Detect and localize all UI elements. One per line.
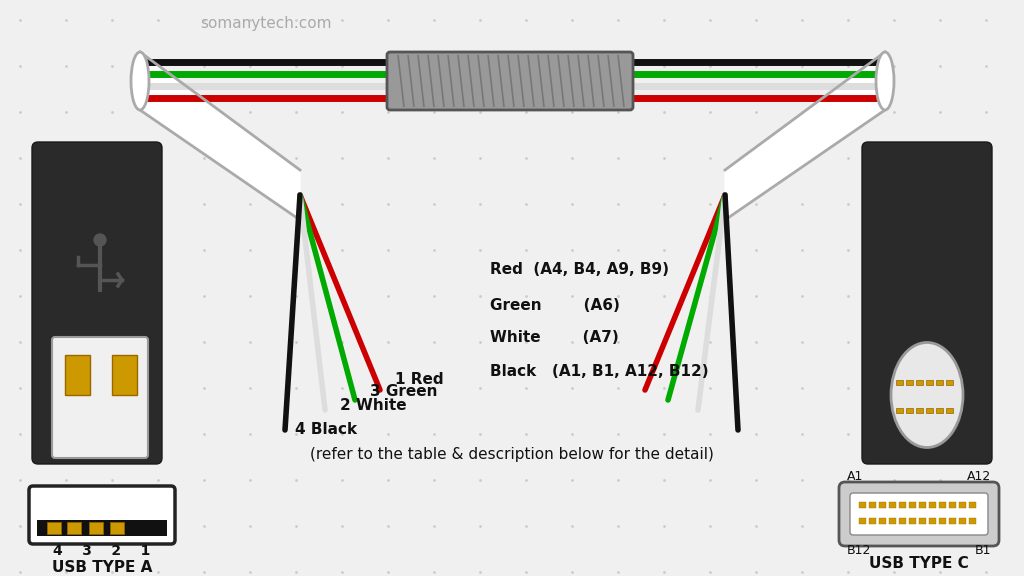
Bar: [869, 502, 876, 508]
Text: 4 Black: 4 Black: [295, 423, 357, 438]
Bar: [859, 518, 866, 524]
Bar: [939, 518, 946, 524]
Bar: [916, 380, 923, 385]
Text: Green        (A6): Green (A6): [490, 297, 620, 313]
Bar: [939, 502, 946, 508]
Bar: [110, 522, 124, 534]
Bar: [899, 518, 906, 524]
Bar: [916, 408, 923, 413]
Text: Red  (A4, B4, A9, B9): Red (A4, B4, A9, B9): [490, 263, 669, 278]
Bar: [969, 502, 976, 508]
Text: A12: A12: [967, 470, 991, 483]
Bar: [969, 518, 976, 524]
Bar: [869, 518, 876, 524]
Ellipse shape: [131, 52, 150, 110]
Bar: [926, 380, 933, 385]
Bar: [47, 522, 61, 534]
Bar: [859, 502, 866, 508]
FancyBboxPatch shape: [850, 493, 988, 535]
Text: B1: B1: [975, 544, 991, 557]
Ellipse shape: [876, 52, 894, 110]
Circle shape: [94, 234, 106, 246]
Text: 2 White: 2 White: [340, 397, 407, 412]
Bar: [65, 355, 90, 395]
Bar: [936, 380, 943, 385]
Bar: [946, 408, 953, 413]
Bar: [946, 380, 953, 385]
FancyBboxPatch shape: [29, 486, 175, 544]
Polygon shape: [725, 52, 885, 220]
Bar: [909, 502, 916, 508]
Bar: [899, 502, 906, 508]
Bar: [37, 520, 167, 536]
Text: 4    3    2    1: 4 3 2 1: [53, 544, 151, 558]
Text: 3 Green: 3 Green: [370, 385, 437, 400]
Text: A1: A1: [847, 470, 863, 483]
Bar: [919, 502, 926, 508]
Bar: [926, 408, 933, 413]
Bar: [906, 408, 913, 413]
Bar: [896, 408, 903, 413]
Bar: [909, 518, 916, 524]
Bar: [949, 502, 956, 508]
Text: 1 Red: 1 Red: [395, 373, 443, 388]
Bar: [889, 518, 896, 524]
FancyBboxPatch shape: [839, 482, 999, 546]
Bar: [112, 355, 137, 395]
FancyBboxPatch shape: [32, 142, 162, 464]
Bar: [949, 518, 956, 524]
Bar: [936, 408, 943, 413]
Bar: [919, 518, 926, 524]
Bar: [879, 518, 886, 524]
FancyBboxPatch shape: [52, 337, 148, 458]
Bar: [959, 518, 966, 524]
Text: somanytech.com: somanytech.com: [200, 16, 332, 31]
Bar: [929, 518, 936, 524]
Text: White        (A7): White (A7): [490, 331, 618, 346]
Text: (refer to the table & description below for the detail): (refer to the table & description below …: [310, 448, 714, 463]
Bar: [959, 502, 966, 508]
Text: B12: B12: [847, 544, 871, 557]
Polygon shape: [140, 52, 300, 220]
Bar: [906, 380, 913, 385]
FancyBboxPatch shape: [862, 142, 992, 464]
FancyBboxPatch shape: [387, 52, 633, 110]
Bar: [879, 502, 886, 508]
Bar: [896, 380, 903, 385]
Bar: [929, 502, 936, 508]
Bar: [67, 522, 81, 534]
Text: Black   (A1, B1, A12, B12): Black (A1, B1, A12, B12): [490, 365, 709, 380]
Bar: [89, 522, 103, 534]
Bar: [889, 502, 896, 508]
Ellipse shape: [891, 343, 963, 448]
Polygon shape: [40, 155, 155, 450]
Text: USB TYPE A: USB TYPE A: [52, 560, 153, 575]
Text: USB TYPE C: USB TYPE C: [869, 556, 969, 571]
